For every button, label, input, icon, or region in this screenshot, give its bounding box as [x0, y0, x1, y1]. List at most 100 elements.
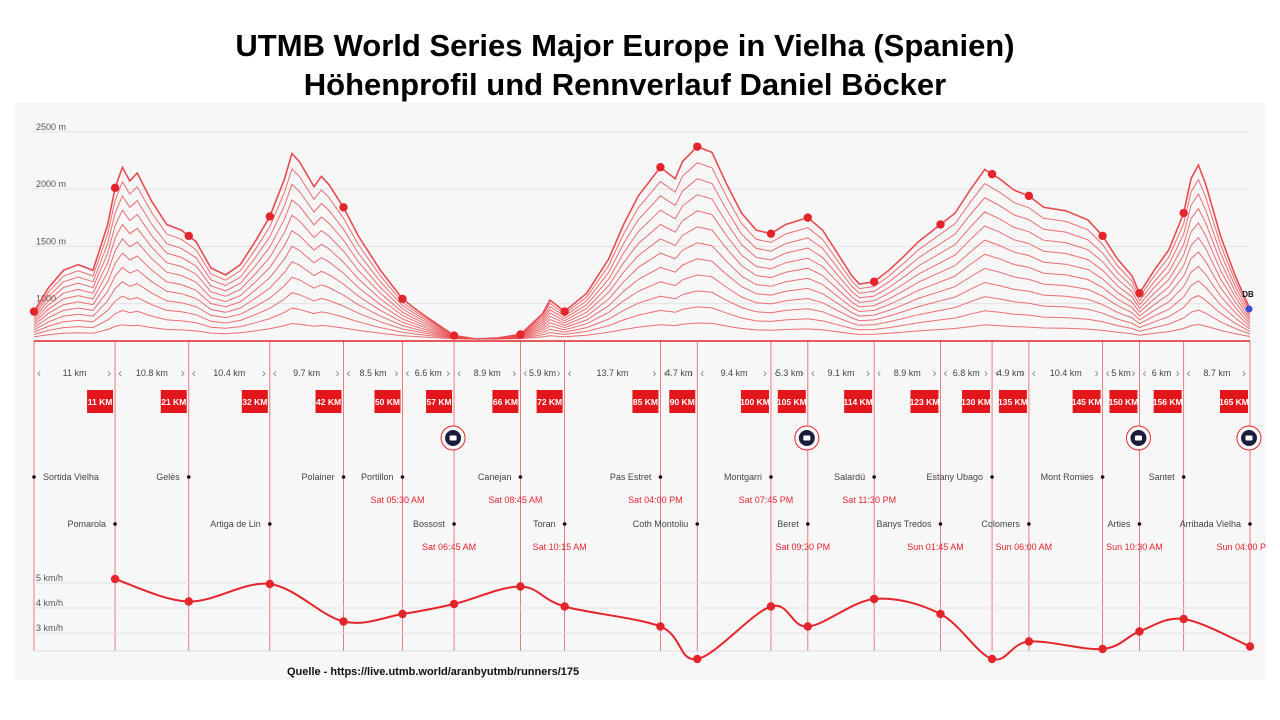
- segment-distance-label: 6.8 km: [953, 368, 980, 378]
- checkpoint-marker: [518, 475, 523, 479]
- elevation-profile-line: [33, 178, 1251, 340]
- checkpoint-marker: [1100, 475, 1105, 479]
- km-badge-label: 156 KM: [1153, 397, 1183, 407]
- segment-left-chevron: ‹: [943, 366, 947, 380]
- checkpoint-marker: [186, 475, 191, 479]
- segment-distance-label: 10.4 km: [1050, 368, 1082, 378]
- segment-right-chevron: ›: [1021, 366, 1025, 380]
- km-badge: [632, 390, 659, 413]
- segment-left-chevron: ‹: [1032, 366, 1036, 380]
- checkpoint-dot: [936, 220, 945, 229]
- km-badge: [998, 390, 1027, 413]
- checkpoint-name: Sortida Vielha: [43, 472, 99, 482]
- segment-left-chevron: ‹: [37, 366, 41, 380]
- checkpoint-marker: [1027, 522, 1031, 526]
- km-badge: [777, 390, 806, 413]
- segment-distance-label: 11 km: [63, 368, 87, 378]
- checkpoint-dot: [803, 213, 813, 222]
- segment-left-chevron: ‹: [663, 366, 667, 380]
- elevation-tick-label: 2000 m: [36, 179, 66, 189]
- checkpoint-name: Beret: [777, 519, 799, 529]
- elevation-profile-line: [33, 194, 1251, 340]
- checkpoint-time: Sat 09:30 PM: [776, 542, 831, 552]
- km-badge-label: 72 KM: [537, 397, 562, 407]
- segment-left-chevron: ‹: [405, 366, 409, 380]
- segment-right-chevron: ›: [107, 366, 111, 380]
- km-badge: [669, 390, 696, 413]
- checkpoint-dot: [766, 229, 776, 238]
- checkpoint-dot: [265, 212, 275, 221]
- checkpoint-name: Portillon: [361, 472, 394, 482]
- checkpoint-marker: [341, 475, 346, 479]
- segment-right-chevron: ›: [1242, 366, 1246, 380]
- checkpoint-dot: [693, 142, 702, 151]
- km-badge: [87, 390, 114, 413]
- km-badge-label: 57 KM: [427, 397, 452, 407]
- checkpoint-name: Pomarola: [68, 519, 107, 529]
- speed-point: [936, 609, 945, 619]
- km-badge: [426, 390, 453, 413]
- segment-left-chevron: ‹: [1187, 366, 1191, 380]
- segment-left-chevron: ‹: [347, 366, 351, 380]
- segment-right-chevron: ›: [262, 366, 266, 380]
- speed-point: [766, 602, 776, 611]
- km-badge: [536, 390, 563, 413]
- checkpoint-name: Gelès: [156, 472, 180, 482]
- speed-tick-label: 4 km/h: [36, 598, 63, 608]
- elevation-profile-line: [33, 145, 1251, 340]
- speed-point: [869, 594, 879, 604]
- segment-left-chevron: ‹: [118, 366, 122, 380]
- km-badge: [160, 390, 187, 413]
- speed-point: [1135, 627, 1144, 636]
- checkpoint-name: Mont Romies: [1041, 472, 1095, 482]
- checkpoint-dot: [560, 307, 569, 316]
- segment-left-chevron: ‹: [700, 366, 704, 380]
- checkpoint-marker: [1248, 522, 1252, 526]
- source-note: Quelle - https://live.utmb.world/aranbyu…: [287, 666, 580, 678]
- segment-left-chevron: ‹: [995, 366, 999, 380]
- checkpoint-name: Estany Ubago: [927, 472, 984, 482]
- segment-distance-label: 4.7 km: [665, 368, 692, 378]
- speed-line: [114, 578, 1251, 661]
- start-dot: [29, 307, 39, 316]
- km-badge: [492, 390, 519, 413]
- km-badge-label: 165 KM: [1219, 397, 1249, 407]
- elevation-profile-line: [33, 210, 1251, 340]
- segment-distance-label: 5.9 km: [529, 368, 556, 378]
- km-badge-label: 100 KM: [740, 397, 770, 407]
- checkpoint-name: Canejan: [478, 472, 512, 482]
- segment-left-chevron: ‹: [774, 366, 778, 380]
- speed-point: [560, 602, 569, 611]
- life-base-icon-glyph: [1134, 435, 1142, 441]
- segment-right-chevron: ›: [763, 366, 767, 380]
- race-profile-chart: 2500 m 2000 m 1500 m 1000 DB ‹ › 11 km ‹ › 10.8 km…: [29, 122, 1266, 664]
- km-badge: [962, 390, 991, 413]
- speed-point: [1245, 642, 1255, 651]
- speed-point: [693, 654, 702, 664]
- segment-right-chevron: ›: [336, 366, 340, 380]
- checkpoint-time: Sun 04:00 PM: [1216, 542, 1266, 552]
- checkpoint-time: Sun 01:45 AM: [907, 542, 964, 552]
- checkpoint-time: Sat 05:30 AM: [370, 495, 424, 505]
- elevation-profile-line: [33, 226, 1251, 340]
- elevation-profile-line: [33, 306, 1251, 340]
- elevation-profile-line: [33, 242, 1251, 340]
- km-badge-label: 114 KM: [843, 397, 872, 407]
- checkpoint-marker: [452, 522, 456, 526]
- checkpoint-time: Sat 04:00 PM: [628, 495, 683, 505]
- segment-distance-label: 8.9 km: [474, 368, 501, 378]
- checkpoint-marker: [872, 475, 876, 479]
- checkpoint-marker: [268, 522, 272, 526]
- checkpoint-name: Arties: [1107, 519, 1131, 529]
- checkpoint-dot: [1098, 231, 1107, 241]
- checkpoint-time: Sat 06:45 AM: [422, 542, 476, 552]
- checkpoint-dot: [1135, 289, 1144, 298]
- checkpoint-name: Coth Montoliu: [633, 519, 689, 529]
- chart-title-line2: Höhenprofil und Rennverlauf Daniel Böcke…: [303, 67, 947, 102]
- checkpoint-dot: [339, 203, 348, 212]
- km-badge: [740, 390, 769, 413]
- segment-left-chevron: ‹: [811, 366, 815, 380]
- km-badge-label: 105 KM: [777, 397, 807, 407]
- segment-distance-label: 6 km: [1152, 368, 1172, 378]
- km-badge-label: 123 KM: [910, 397, 940, 407]
